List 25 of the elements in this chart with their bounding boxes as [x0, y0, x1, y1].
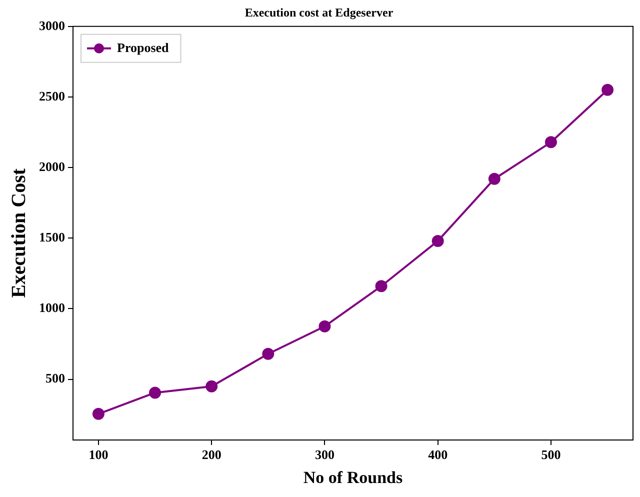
x-tick-label: 100: [88, 447, 108, 462]
point: [149, 386, 162, 399]
y-tick-label: 1500: [39, 230, 65, 244]
y-axis-title: Execution Cost: [8, 168, 30, 298]
point: [375, 280, 388, 292]
x-tick-label: 500: [541, 447, 561, 462]
point: [544, 136, 557, 148]
x-tick-label: 300: [314, 447, 334, 462]
chart-title: Execution cost at Edgeserver: [244, 5, 394, 20]
point: [262, 348, 274, 360]
y-tick-label: 3000: [39, 18, 65, 33]
point: [432, 234, 444, 247]
point: [92, 408, 104, 420]
point: [602, 84, 614, 96]
y-tick-label: 500: [46, 370, 65, 386]
y-tick-label: 1000: [39, 300, 65, 316]
x-axis-title: No of Rounds: [303, 468, 403, 488]
point: [488, 172, 500, 185]
point: [206, 380, 218, 392]
x-tick-label: 200: [202, 447, 222, 462]
y-tick-label: 2000: [39, 158, 65, 174]
y-tick-label: 2500: [39, 88, 65, 104]
point: [318, 320, 331, 332]
x-tick-label: 400: [428, 447, 448, 462]
legend-label: Proposed: [117, 40, 170, 55]
